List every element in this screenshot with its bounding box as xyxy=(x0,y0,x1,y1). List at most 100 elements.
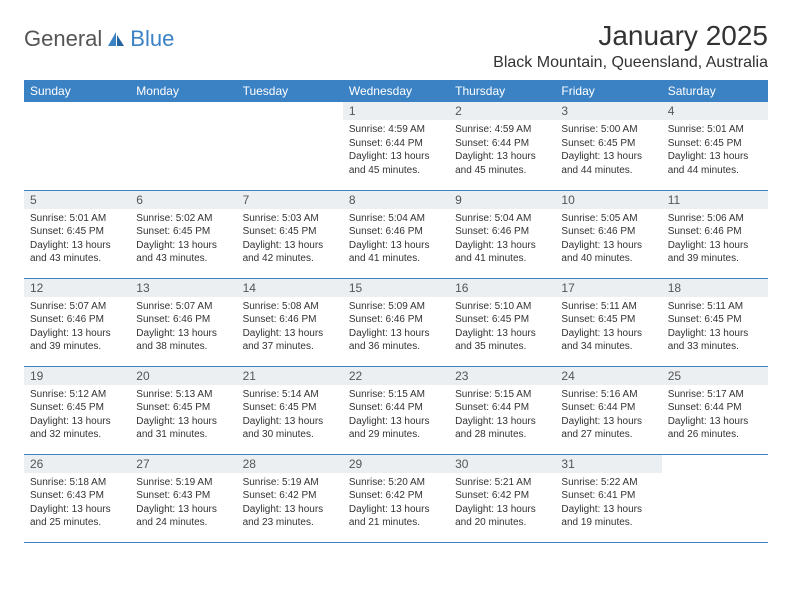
day-info: Sunrise: 5:13 AMSunset: 6:45 PMDaylight:… xyxy=(130,385,236,446)
calendar-week-row: 12Sunrise: 5:07 AMSunset: 6:46 PMDayligh… xyxy=(24,278,768,366)
day-header-row: Sunday Monday Tuesday Wednesday Thursday… xyxy=(24,80,768,102)
location-label: Black Mountain, Queensland, Australia xyxy=(493,54,768,72)
day-info: Sunrise: 5:22 AMSunset: 6:41 PMDaylight:… xyxy=(555,473,661,534)
sunset-text: Sunset: 6:45 PM xyxy=(561,137,655,151)
sunset-text: Sunset: 6:44 PM xyxy=(455,401,549,415)
sunrise-text: Sunrise: 5:00 AM xyxy=(561,123,655,137)
daylight-text: Daylight: 13 hours and 44 minutes. xyxy=(561,150,655,177)
sunrise-text: Sunrise: 5:06 AM xyxy=(668,212,762,226)
sunrise-text: Sunrise: 5:09 AM xyxy=(349,300,443,314)
day-info: Sunrise: 5:00 AMSunset: 6:45 PMDaylight:… xyxy=(555,120,661,181)
calendar-cell: 22Sunrise: 5:15 AMSunset: 6:44 PMDayligh… xyxy=(343,366,449,454)
day-info: Sunrise: 5:19 AMSunset: 6:42 PMDaylight:… xyxy=(237,473,343,534)
sunrise-text: Sunrise: 5:16 AM xyxy=(561,388,655,402)
daylight-text: Daylight: 13 hours and 39 minutes. xyxy=(668,239,762,266)
sunset-text: Sunset: 6:46 PM xyxy=(349,313,443,327)
calendar-cell: 23Sunrise: 5:15 AMSunset: 6:44 PMDayligh… xyxy=(449,366,555,454)
day-number: 12 xyxy=(24,279,130,297)
sunset-text: Sunset: 6:44 PM xyxy=(349,401,443,415)
daylight-text: Daylight: 13 hours and 30 minutes. xyxy=(243,415,337,442)
sunset-text: Sunset: 6:46 PM xyxy=(561,225,655,239)
calendar-cell: 24Sunrise: 5:16 AMSunset: 6:44 PMDayligh… xyxy=(555,366,661,454)
calendar-cell: 6Sunrise: 5:02 AMSunset: 6:45 PMDaylight… xyxy=(130,190,236,278)
sunrise-text: Sunrise: 5:21 AM xyxy=(455,476,549,490)
sunrise-text: Sunrise: 5:11 AM xyxy=(561,300,655,314)
daylight-text: Daylight: 13 hours and 43 minutes. xyxy=(30,239,124,266)
calendar-cell: 5Sunrise: 5:01 AMSunset: 6:45 PMDaylight… xyxy=(24,190,130,278)
title-block: January 2025 Black Mountain, Queensland,… xyxy=(493,20,768,72)
day-number: 15 xyxy=(343,279,449,297)
sunrise-text: Sunrise: 5:08 AM xyxy=(243,300,337,314)
calendar-cell: 2Sunrise: 4:59 AMSunset: 6:44 PMDaylight… xyxy=(449,102,555,190)
daylight-text: Daylight: 13 hours and 37 minutes. xyxy=(243,327,337,354)
sunrise-text: Sunrise: 5:12 AM xyxy=(30,388,124,402)
day-info: Sunrise: 5:01 AMSunset: 6:45 PMDaylight:… xyxy=(24,209,130,270)
daylight-text: Daylight: 13 hours and 42 minutes. xyxy=(243,239,337,266)
day-number: 4 xyxy=(662,102,768,120)
sunrise-text: Sunrise: 4:59 AM xyxy=(455,123,549,137)
daylight-text: Daylight: 13 hours and 36 minutes. xyxy=(349,327,443,354)
day-number: 7 xyxy=(237,191,343,209)
day-number: 21 xyxy=(237,367,343,385)
sunset-text: Sunset: 6:46 PM xyxy=(455,225,549,239)
daylight-text: Daylight: 13 hours and 45 minutes. xyxy=(349,150,443,177)
sunset-text: Sunset: 6:42 PM xyxy=(349,489,443,503)
day-number: 3 xyxy=(555,102,661,120)
calendar-cell: 25Sunrise: 5:17 AMSunset: 6:44 PMDayligh… xyxy=(662,366,768,454)
day-info: Sunrise: 5:20 AMSunset: 6:42 PMDaylight:… xyxy=(343,473,449,534)
day-header: Wednesday xyxy=(343,80,449,102)
calendar-cell: 14Sunrise: 5:08 AMSunset: 6:46 PMDayligh… xyxy=(237,278,343,366)
day-info: Sunrise: 5:02 AMSunset: 6:45 PMDaylight:… xyxy=(130,209,236,270)
sunrise-text: Sunrise: 5:13 AM xyxy=(136,388,230,402)
sunset-text: Sunset: 6:46 PM xyxy=(243,313,337,327)
day-info: Sunrise: 5:01 AMSunset: 6:45 PMDaylight:… xyxy=(662,120,768,181)
day-info: Sunrise: 5:15 AMSunset: 6:44 PMDaylight:… xyxy=(449,385,555,446)
sunset-text: Sunset: 6:46 PM xyxy=(30,313,124,327)
daylight-text: Daylight: 13 hours and 31 minutes. xyxy=(136,415,230,442)
calendar-cell: 18Sunrise: 5:11 AMSunset: 6:45 PMDayligh… xyxy=(662,278,768,366)
daylight-text: Daylight: 13 hours and 44 minutes. xyxy=(668,150,762,177)
calendar-table: Sunday Monday Tuesday Wednesday Thursday… xyxy=(24,80,768,543)
day-header: Saturday xyxy=(662,80,768,102)
sunrise-text: Sunrise: 5:04 AM xyxy=(455,212,549,226)
daylight-text: Daylight: 13 hours and 24 minutes. xyxy=(136,503,230,530)
day-info: Sunrise: 5:07 AMSunset: 6:46 PMDaylight:… xyxy=(130,297,236,358)
daylight-text: Daylight: 13 hours and 25 minutes. xyxy=(30,503,124,530)
calendar-cell xyxy=(662,454,768,542)
day-info: Sunrise: 5:09 AMSunset: 6:46 PMDaylight:… xyxy=(343,297,449,358)
day-info: Sunrise: 5:17 AMSunset: 6:44 PMDaylight:… xyxy=(662,385,768,446)
calendar-cell: 7Sunrise: 5:03 AMSunset: 6:45 PMDaylight… xyxy=(237,190,343,278)
calendar-week-row: 1Sunrise: 4:59 AMSunset: 6:44 PMDaylight… xyxy=(24,102,768,190)
day-number: 23 xyxy=(449,367,555,385)
sunset-text: Sunset: 6:43 PM xyxy=(30,489,124,503)
day-info: Sunrise: 5:04 AMSunset: 6:46 PMDaylight:… xyxy=(449,209,555,270)
calendar-cell: 31Sunrise: 5:22 AMSunset: 6:41 PMDayligh… xyxy=(555,454,661,542)
day-info: Sunrise: 5:21 AMSunset: 6:42 PMDaylight:… xyxy=(449,473,555,534)
daylight-text: Daylight: 13 hours and 41 minutes. xyxy=(349,239,443,266)
day-info: Sunrise: 5:16 AMSunset: 6:44 PMDaylight:… xyxy=(555,385,661,446)
sunset-text: Sunset: 6:45 PM xyxy=(30,225,124,239)
sunset-text: Sunset: 6:45 PM xyxy=(30,401,124,415)
sunset-text: Sunset: 6:45 PM xyxy=(243,225,337,239)
calendar-cell: 29Sunrise: 5:20 AMSunset: 6:42 PMDayligh… xyxy=(343,454,449,542)
day-info: Sunrise: 5:14 AMSunset: 6:45 PMDaylight:… xyxy=(237,385,343,446)
day-number: 1 xyxy=(343,102,449,120)
day-number: 11 xyxy=(662,191,768,209)
calendar-week-row: 26Sunrise: 5:18 AMSunset: 6:43 PMDayligh… xyxy=(24,454,768,542)
day-header: Monday xyxy=(130,80,236,102)
calendar-cell: 15Sunrise: 5:09 AMSunset: 6:46 PMDayligh… xyxy=(343,278,449,366)
sunrise-text: Sunrise: 5:15 AM xyxy=(455,388,549,402)
day-info: Sunrise: 4:59 AMSunset: 6:44 PMDaylight:… xyxy=(449,120,555,181)
day-number: 19 xyxy=(24,367,130,385)
sunset-text: Sunset: 6:46 PM xyxy=(136,313,230,327)
day-number: 25 xyxy=(662,367,768,385)
day-number: 29 xyxy=(343,455,449,473)
calendar-cell: 3Sunrise: 5:00 AMSunset: 6:45 PMDaylight… xyxy=(555,102,661,190)
day-number: 20 xyxy=(130,367,236,385)
day-info: Sunrise: 4:59 AMSunset: 6:44 PMDaylight:… xyxy=(343,120,449,181)
sunset-text: Sunset: 6:44 PM xyxy=(561,401,655,415)
day-header: Sunday xyxy=(24,80,130,102)
day-number: 31 xyxy=(555,455,661,473)
daylight-text: Daylight: 13 hours and 33 minutes. xyxy=(668,327,762,354)
day-number: 18 xyxy=(662,279,768,297)
